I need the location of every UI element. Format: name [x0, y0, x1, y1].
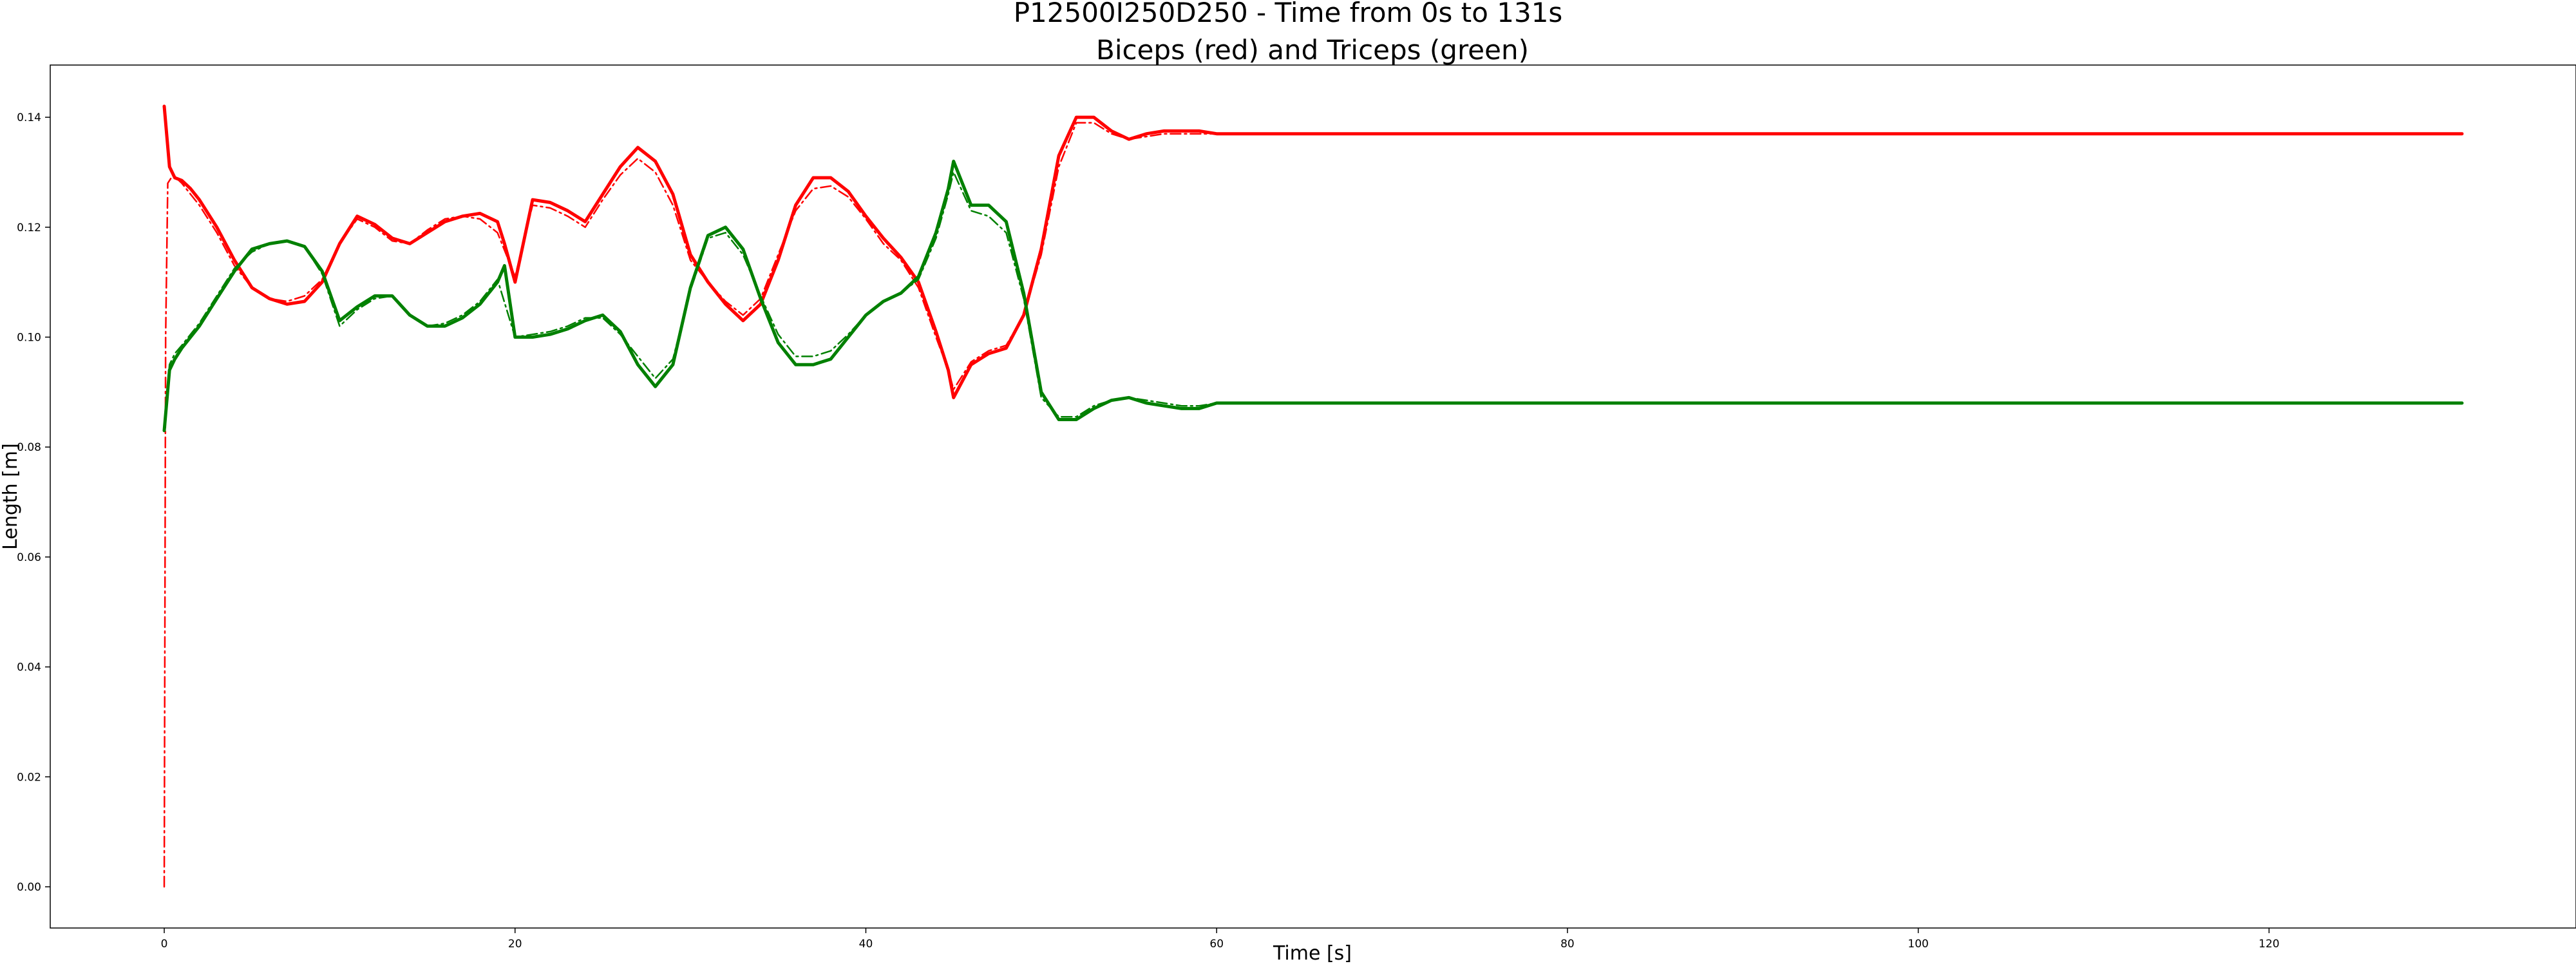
chart-title: P12500I250D250 - Time from 0s to 131s [1014, 0, 1563, 28]
y-tick-label: 0.08 [17, 441, 41, 454]
y-tick-label: 0.00 [17, 881, 41, 894]
y-axis-label: Length [m] [0, 443, 22, 550]
x-tick-label: 80 [1560, 938, 1575, 951]
x-tick-label: 100 [1908, 938, 1928, 951]
x-axis-label: Time [s] [1273, 942, 1352, 965]
y-tick-label: 0.02 [17, 771, 41, 784]
series-layer [162, 104, 2464, 888]
x-axis: 0 20 40 60 80 100 120 [161, 928, 2280, 951]
x-tick-label: 0 [161, 938, 168, 951]
x-tick-label: 20 [508, 938, 522, 951]
chart-subtitle: Biceps (red) and Triceps (green) [1096, 34, 1529, 66]
biceps-solid-line [162, 104, 2464, 399]
biceps-dashdot-line [163, 122, 2463, 888]
x-tick-label: 40 [859, 938, 873, 951]
y-tick-label: 0.14 [17, 111, 41, 124]
y-tick-label: 0.06 [17, 551, 41, 564]
y-tick-label: 0.10 [17, 331, 41, 344]
y-tick-label: 0.04 [17, 661, 41, 674]
plot-area [50, 64, 2576, 929]
triceps-dashdot-line [163, 171, 2463, 431]
y-axis: 0.00 0.02 0.04 0.06 0.08 0.10 0.12 0.14 [17, 111, 50, 894]
y-tick-label: 0.12 [17, 222, 41, 234]
x-tick-label: 60 [1209, 938, 1224, 951]
x-tick-label: 120 [2259, 938, 2279, 951]
